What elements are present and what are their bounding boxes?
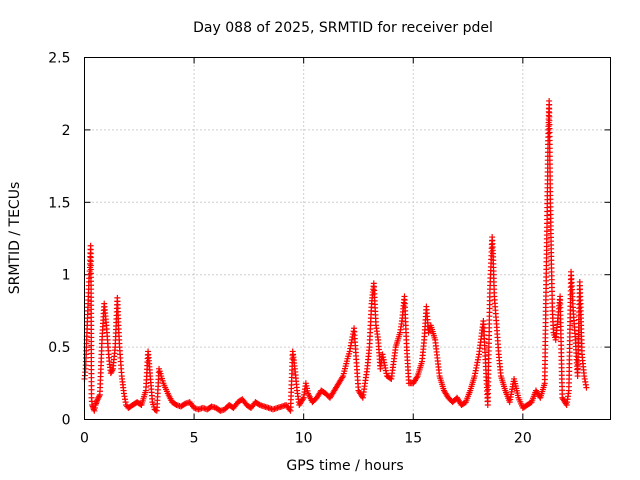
x-tick-label: 5 xyxy=(190,431,199,447)
y-tick-label: 2 xyxy=(62,123,71,139)
series-srmtid xyxy=(81,97,590,414)
data-point xyxy=(108,368,115,375)
x-axis-label: GPS time / hours xyxy=(286,458,403,474)
x-tick-label: 10 xyxy=(295,431,313,447)
plot-frame xyxy=(84,57,611,420)
y-tick-label: 1 xyxy=(62,268,71,284)
x-tick-label: 15 xyxy=(404,431,422,447)
y-axis-label: SRMTID / TECUs xyxy=(7,182,23,295)
grid xyxy=(84,57,611,420)
data-point xyxy=(152,407,159,414)
x-tick-label: 0 xyxy=(80,431,89,447)
y-tick-label: 0.5 xyxy=(48,340,70,356)
axis-ticks: 0 5 10 15 20 0 0.5 1 1.5 2 2.5 xyxy=(48,51,611,447)
y-tick-label: 2.5 xyxy=(48,51,70,67)
x-tick-label: 20 xyxy=(514,431,532,447)
chart-title: Day 088 of 2025, SRMTID for receiver pde… xyxy=(193,20,493,36)
data-series xyxy=(81,97,590,414)
y-tick-label: 1.5 xyxy=(48,195,70,211)
y-tick-label: 0 xyxy=(62,413,71,429)
data-point xyxy=(583,384,590,391)
